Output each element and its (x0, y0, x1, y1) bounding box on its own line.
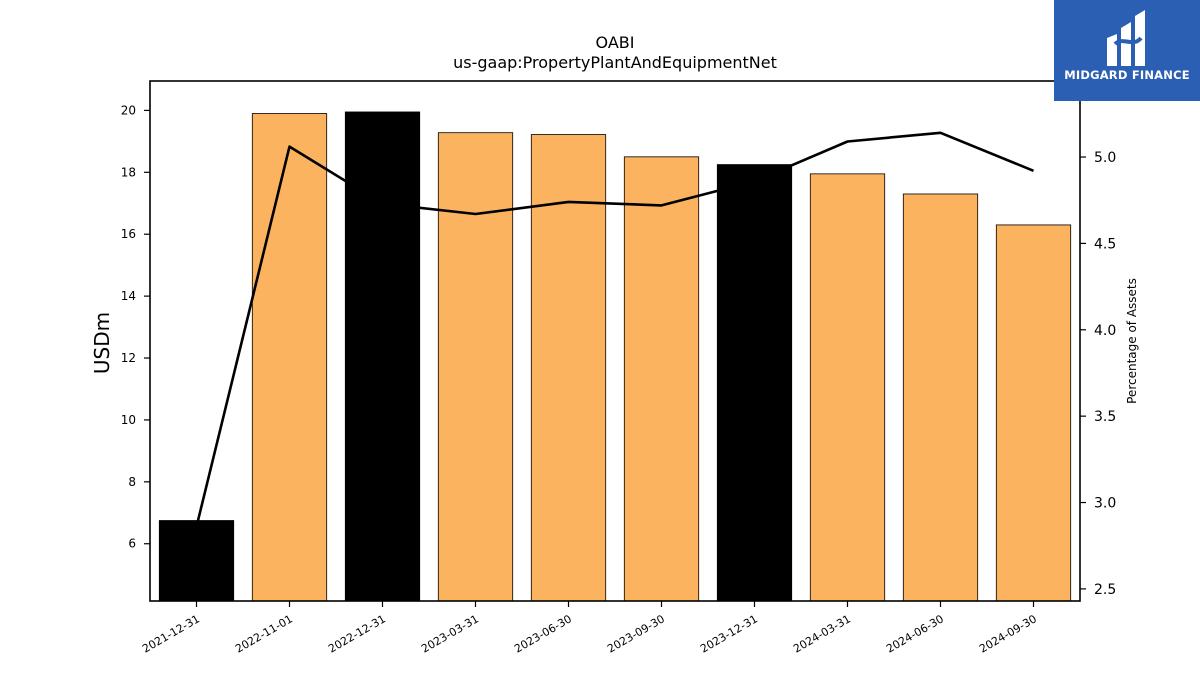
bar-2021-12-31 (158, 520, 235, 602)
bar-2023-12-31 (716, 164, 793, 602)
x-tick-label: 2022-12-31 (326, 612, 388, 655)
y-tick-label: 10 (121, 413, 136, 427)
y-tick-label: 16 (121, 227, 136, 241)
x-tick-label: 2023-06-30 (512, 612, 574, 655)
logo-mark-icon (1107, 10, 1145, 66)
bar-2022-11-01 (251, 113, 328, 602)
y-axis-label: USDm (90, 312, 114, 374)
percentage-of-assets-line (195, 131, 1034, 528)
line-group (195, 131, 1034, 528)
y-tick-label: 8 (128, 475, 136, 489)
bar-2023-06-30 (530, 134, 607, 602)
chart-subtitle: us-gaap:PropertyPlantAndEquipmentNet (453, 53, 777, 72)
y-tick-label: 20 (121, 103, 136, 117)
y2-tick-label: 3.0 (1094, 496, 1116, 512)
x-tick-label: 2024-03-31 (791, 612, 853, 655)
y2-tick-label: 3.5 (1094, 409, 1116, 425)
y2-tick-label: 2.5 (1094, 582, 1116, 598)
y-tick-label: 12 (121, 351, 136, 365)
plot-frame (149, 80, 1081, 602)
y2-tick-label: 4.0 (1094, 323, 1116, 339)
bar-2024-03-31 (809, 173, 886, 602)
x-tick-label: 2024-09-30 (977, 612, 1039, 655)
y2-axis-label: Percentage of Assets (1125, 278, 1139, 404)
bar-2023-09-30 (623, 156, 700, 602)
bars-group (158, 111, 1072, 602)
chart-title: OABI (596, 33, 635, 52)
x-tick-label: 2023-12-31 (698, 612, 760, 655)
y-tick-label: 18 (121, 165, 136, 179)
y2-tick-label: 4.5 (1094, 236, 1116, 252)
x-tick-label: 2021-12-31 (140, 612, 202, 655)
bar-2023-03-31 (437, 132, 514, 602)
x-tick-label: 2022-11-01 (233, 612, 295, 655)
x-tick-label: 2024-06-30 (884, 612, 946, 655)
bar-2022-12-31 (344, 111, 421, 602)
y-tick-label: 6 (128, 537, 136, 551)
x-tick-label: 2023-09-30 (605, 612, 667, 655)
bar-2024-09-30 (995, 224, 1072, 602)
bar-2024-06-30 (902, 193, 979, 602)
midgard-finance-logo: MIDGARD FINANCE (1054, 0, 1200, 101)
y2-tick-label: 5.0 (1094, 150, 1116, 166)
logo-text: MIDGARD FINANCE (1064, 68, 1190, 82)
y-tick-label: 14 (121, 289, 136, 303)
x-tick-label: 2023-03-31 (419, 612, 481, 655)
